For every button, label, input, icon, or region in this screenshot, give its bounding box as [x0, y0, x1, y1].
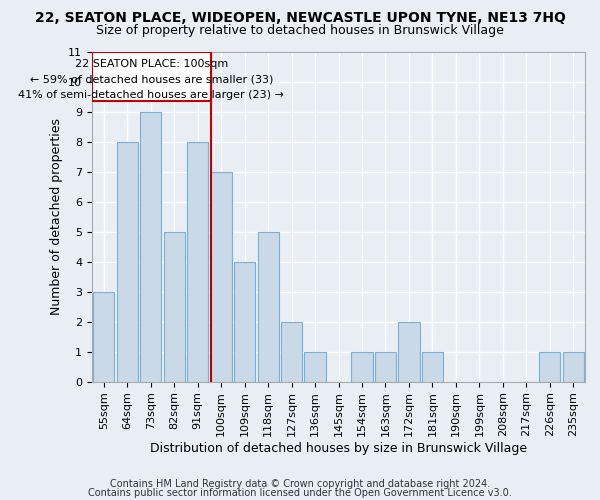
Text: 41% of semi-detached houses are larger (23) →: 41% of semi-detached houses are larger (… — [19, 90, 284, 100]
X-axis label: Distribution of detached houses by size in Brunswick Village: Distribution of detached houses by size … — [150, 442, 527, 455]
Bar — [164, 232, 185, 382]
Text: Contains HM Land Registry data © Crown copyright and database right 2024.: Contains HM Land Registry data © Crown c… — [110, 479, 490, 489]
Bar — [211, 172, 232, 382]
Bar — [304, 352, 326, 382]
Bar — [93, 292, 115, 382]
Text: ← 59% of detached houses are smaller (33): ← 59% of detached houses are smaller (33… — [29, 74, 273, 85]
Bar — [375, 352, 396, 382]
Bar — [116, 142, 138, 382]
Text: 22, SEATON PLACE, WIDEOPEN, NEWCASTLE UPON TYNE, NE13 7HQ: 22, SEATON PLACE, WIDEOPEN, NEWCASTLE UP… — [35, 11, 565, 25]
Bar — [281, 322, 302, 382]
Text: Size of property relative to detached houses in Brunswick Village: Size of property relative to detached ho… — [96, 24, 504, 37]
Bar — [140, 112, 161, 382]
Bar — [92, 52, 211, 101]
Text: 22 SEATON PLACE: 100sqm: 22 SEATON PLACE: 100sqm — [74, 59, 228, 69]
Bar — [234, 262, 255, 382]
Bar — [563, 352, 584, 382]
Bar — [422, 352, 443, 382]
Text: Contains public sector information licensed under the Open Government Licence v3: Contains public sector information licen… — [88, 488, 512, 498]
Bar — [257, 232, 278, 382]
Bar — [398, 322, 419, 382]
Bar — [187, 142, 208, 382]
Bar — [539, 352, 560, 382]
Y-axis label: Number of detached properties: Number of detached properties — [50, 118, 63, 315]
Bar — [352, 352, 373, 382]
